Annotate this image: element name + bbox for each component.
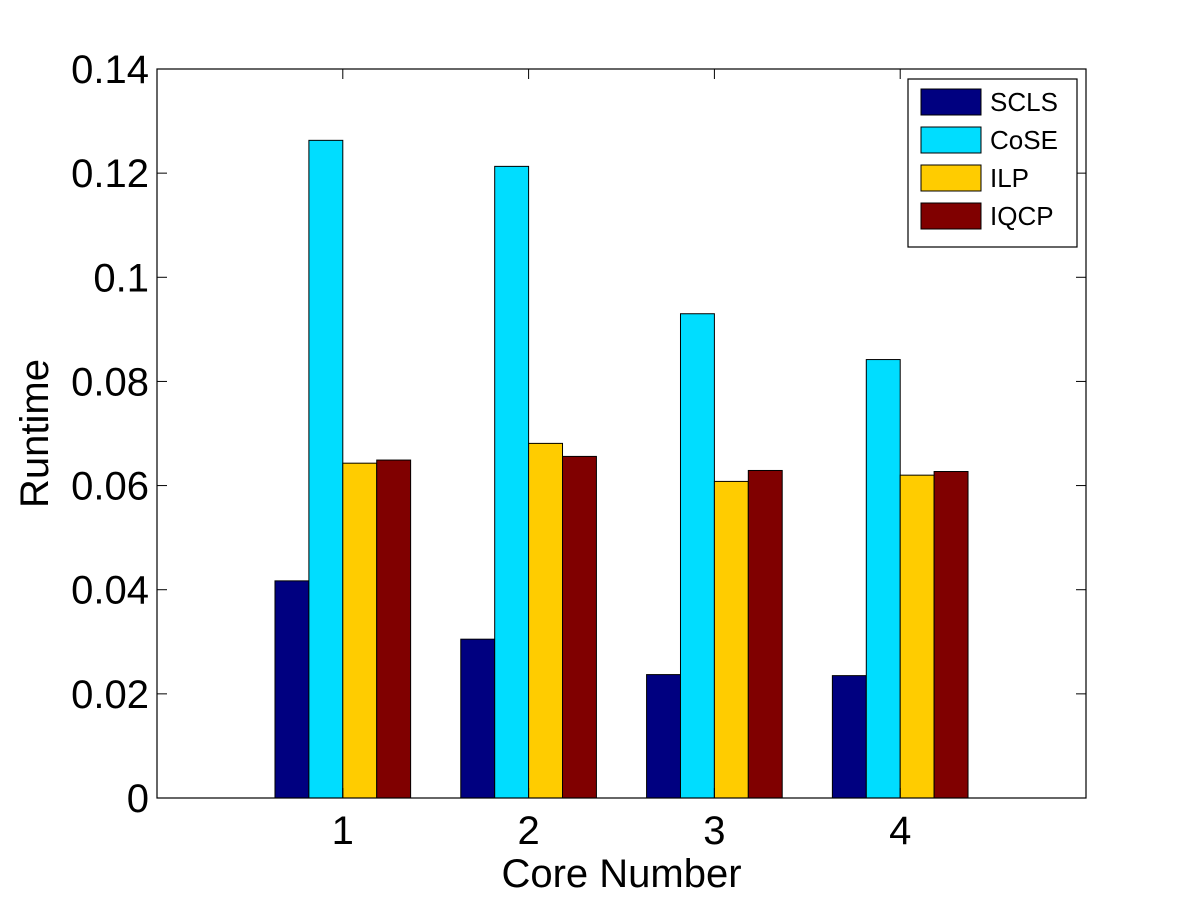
legend-label-scls: SCLS	[990, 87, 1058, 117]
y-tick-label: 0.04	[71, 569, 149, 613]
x-tick-label: 2	[517, 809, 539, 853]
bar-iqcp-2	[562, 455, 597, 799]
plot-area-frame	[156, 68, 1087, 799]
bar-ilp-4	[899, 474, 935, 799]
legend-swatch-scls	[920, 88, 982, 116]
x-tick-label: 1	[332, 809, 354, 853]
bar-cose-1	[308, 139, 344, 799]
bars-group	[274, 139, 969, 799]
y-tick-label: 0.14	[71, 48, 149, 92]
bar-cose-3	[679, 313, 715, 799]
bar-scls-4	[831, 675, 867, 799]
bar-ilp-1	[342, 462, 378, 799]
x-axis-label: Core Number	[501, 852, 741, 896]
bar-iqcp-4	[933, 471, 969, 799]
y-tick-label: 0.06	[71, 465, 149, 509]
bar-scls-3	[646, 674, 681, 799]
bar-ilp-3	[713, 480, 749, 799]
legend-swatch-ilp	[920, 164, 982, 192]
legend-swatch-cose	[920, 126, 982, 154]
x-tick-label: 4	[889, 809, 911, 853]
y-tick-label: 0.08	[71, 360, 149, 404]
legend-label-iqcp: IQCP	[990, 201, 1054, 231]
legend: SCLS CoSE ILP IQCP	[907, 78, 1078, 248]
bar-cose-4	[865, 359, 901, 799]
y-tick-label: 0	[127, 777, 149, 821]
ticks-group: 0 0.02 0.04 0.06 0.08 0.1 0.12 0.14 1 2 3 4	[71, 48, 1086, 853]
bar-iqcp-3	[747, 469, 783, 799]
y-tick-label: 0.12	[71, 152, 149, 196]
bar-scls-2	[460, 638, 496, 799]
legend-label-ilp: ILP	[990, 163, 1029, 193]
legend-swatch-iqcp	[920, 202, 982, 230]
y-axis-label: Runtime	[13, 359, 57, 508]
x-tick-label: 3	[703, 809, 725, 853]
legend-label-cose: CoSE	[990, 125, 1058, 155]
y-tick-label: 0.02	[71, 673, 149, 717]
bar-iqcp-1	[376, 459, 412, 799]
bar-cose-2	[494, 165, 530, 799]
bar-scls-1	[274, 580, 310, 799]
bar-ilp-2	[528, 442, 564, 799]
y-tick-label: 0.1	[93, 256, 149, 300]
